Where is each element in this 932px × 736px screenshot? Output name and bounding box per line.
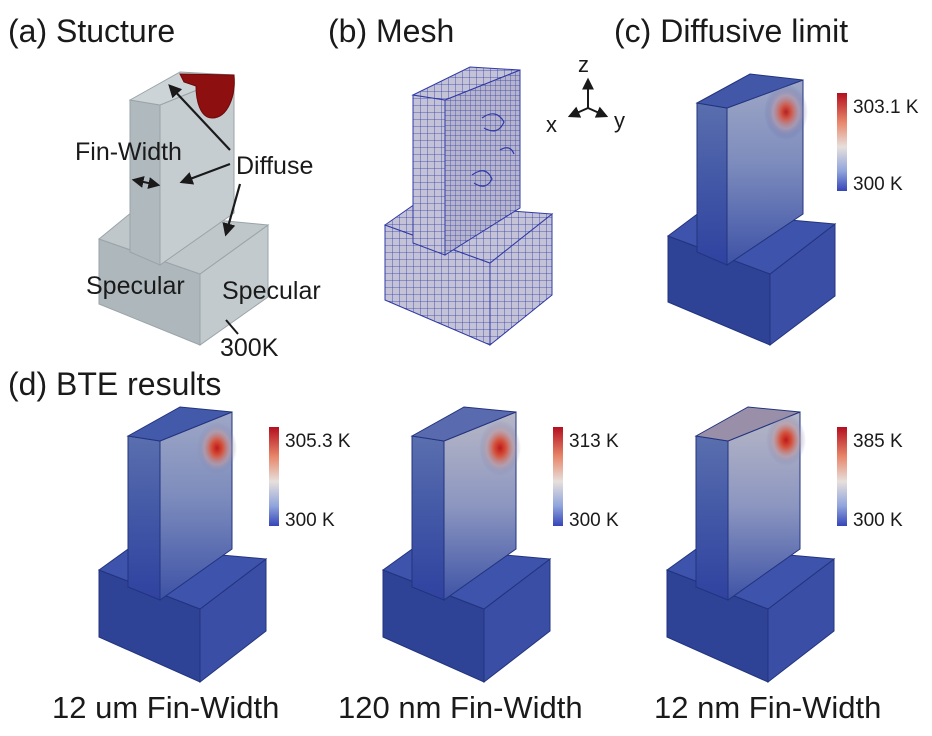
- y-axis-arrow: [587, 106, 609, 118]
- mesh-swirl-3: [499, 147, 515, 155]
- bte-120nm-hotspot: [479, 420, 521, 476]
- diffuse-arrow-top: [168, 84, 231, 151]
- diffuse-arrow-fin: [179, 162, 231, 185]
- diffusive-fin-top: [695, 73, 804, 109]
- heat-source: [179, 73, 235, 119]
- bte-120nm-caption: 120 nm Fin-Width: [338, 690, 583, 725]
- bte-12nm-hotspot: [766, 414, 806, 466]
- bte-12nm-colorbar: [837, 427, 847, 526]
- bte-12nm-fin-front: [695, 435, 729, 601]
- bte-12um-fin-front: [127, 435, 161, 601]
- bte-12um-hotspot: [197, 422, 237, 474]
- axis-triad: z x y: [546, 52, 625, 137]
- panel-a: (a) Stucture Fin-Width Diffuse Specular …: [8, 13, 321, 362]
- fin-width-arrow: [131, 176, 161, 189]
- x-axis-label: x: [546, 112, 557, 137]
- panel-d: (d) BTE results 305.3 K 300 K 12 um Fin-…: [8, 366, 903, 725]
- bte-12um-colorbar-min: 300 K: [285, 510, 335, 531]
- bte-12nm-colorbar-min: 300 K: [853, 510, 903, 531]
- specular-label-left: Specular: [86, 272, 185, 300]
- bte-case-12um: 305.3 K 300 K 12 um Fin-Width: [52, 406, 351, 725]
- bte-12um-caption: 12 um Fin-Width: [52, 690, 279, 725]
- z-axis-label: z: [578, 52, 589, 77]
- bte-case-12nm: 385 K 300 K 12 nm Fin-Width: [654, 406, 903, 725]
- x-axis-arrow: [567, 106, 589, 118]
- bte-120nm-colorbar: [553, 427, 563, 526]
- bte-case-120nm: 313 K 300 K 120 nm Fin-Width: [338, 406, 619, 725]
- panel-a-title: (a) Stucture: [8, 13, 175, 49]
- panel-c: (c) Diffusive limit 303.1 K 300 K: [614, 13, 919, 347]
- diffusive-fin-front: [696, 102, 728, 266]
- fin-width-label: Fin-Width: [75, 138, 182, 166]
- diffusive-colorbar-min: 300 K: [853, 174, 903, 195]
- bte-12um-colorbar: [269, 427, 279, 526]
- bte-12um-colorbar-max: 305.3 K: [285, 431, 351, 452]
- bte-12nm-colorbar-max: 385 K: [853, 431, 903, 452]
- bte-12nm-caption: 12 nm Fin-Width: [654, 690, 881, 725]
- bte-120nm-colorbar-max: 313 K: [569, 431, 619, 452]
- diffuse-label: Diffuse: [236, 152, 313, 180]
- bte-120nm-fin-front: [411, 435, 445, 601]
- panel-c-title: (c) Diffusive limit: [614, 13, 848, 49]
- diffusive-colorbar-max: 303.1 K: [853, 97, 919, 118]
- mesh-swirl-2: [471, 170, 493, 187]
- specular-label-right: Specular: [222, 277, 321, 305]
- bte-120nm-fin-top: [410, 406, 517, 442]
- panel-b: (b) Mesh z x y: [328, 13, 625, 347]
- mesh-fin-front: [412, 94, 446, 256]
- y-axis-label: y: [614, 108, 625, 133]
- bte-120nm-colorbar-min: 300 K: [569, 510, 619, 531]
- diffusive-colorbar: [837, 93, 847, 191]
- panel-d-title: (d) BTE results: [8, 366, 221, 402]
- bte-12um-fin-top: [126, 406, 233, 442]
- mesh-fin-top: [411, 66, 521, 101]
- diffuse-arrow-base: [222, 183, 242, 237]
- diffusive-hotspot: [764, 84, 808, 140]
- boundary-temp-label: 300K: [220, 334, 279, 362]
- temp-pointer: [225, 319, 239, 335]
- panel-b-title: (b) Mesh: [328, 13, 454, 49]
- mesh-swirl-1: [481, 113, 505, 132]
- bte-12nm-fin-top: [694, 406, 801, 442]
